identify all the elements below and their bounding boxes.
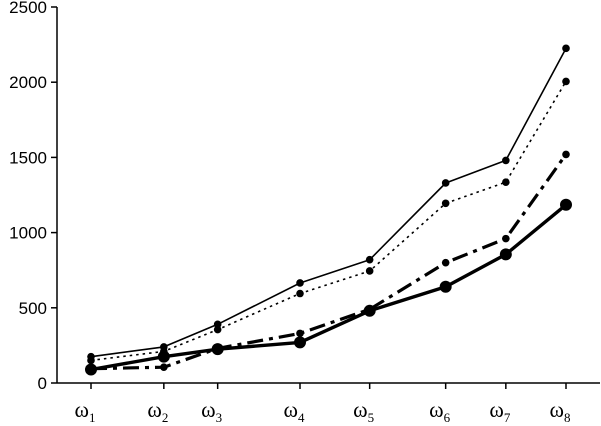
x-tick-label: ω5 [353, 397, 374, 425]
data-point [211, 343, 224, 356]
data-point [157, 350, 170, 363]
x-tick-label: ω7 [489, 397, 510, 425]
x-tick-label-subscript: 2 [162, 410, 169, 425]
data-point [562, 150, 570, 159]
data-point [365, 255, 374, 264]
x-tick-label-subscript: 3 [216, 410, 223, 425]
series-layer [85, 44, 572, 376]
series-line [90, 80, 567, 362]
data-point [296, 289, 304, 298]
data-point [160, 363, 168, 372]
x-tick-label: ω4 [284, 397, 305, 425]
x-axis: ω1 ω2 ω3 ω4 ω5 ω6 ω7 ω8 [57, 382, 600, 425]
series-line [90, 153, 568, 371]
data-point [85, 363, 97, 376]
y-tick-label: 1500 [9, 148, 47, 167]
y-tick-label: 1000 [9, 224, 47, 243]
data-point [562, 77, 570, 86]
data-point [87, 356, 95, 365]
data-point [562, 44, 570, 53]
series-4 [85, 198, 572, 376]
y-axis: 0 500 1000 1500 2000 2500 [9, 0, 58, 393]
y-tick-label: 2500 [9, 0, 47, 17]
data-point [441, 258, 450, 267]
x-tick-label-subscript: 1 [89, 410, 96, 425]
series-1 [87, 44, 570, 361]
data-point [296, 329, 304, 338]
x-tick-label: ω6 [429, 397, 450, 425]
data-point [502, 234, 510, 243]
data-point [499, 248, 512, 261]
data-point [296, 279, 304, 287]
data-point [560, 198, 572, 211]
x-tick-label: ω8 [550, 397, 571, 425]
data-point [294, 336, 306, 349]
x-tick-label: ω1 [75, 397, 96, 425]
data-point [502, 178, 510, 187]
data-point [363, 304, 376, 317]
data-point [365, 267, 374, 275]
series-3 [87, 150, 570, 373]
x-tick-label-subscript: 7 [504, 410, 511, 425]
x-tick-label-subscript: 4 [298, 410, 305, 425]
data-point [502, 156, 510, 165]
data-point [213, 320, 222, 329]
x-tick-label-subscript: 5 [368, 410, 375, 425]
y-tick-label: 2000 [9, 73, 47, 92]
series-line [90, 203, 568, 372]
data-point [441, 179, 450, 187]
series-line [90, 48, 567, 358]
x-tick-label-subscript: 8 [564, 410, 571, 425]
y-tick-label: 0 [38, 374, 47, 393]
y-tick-label: 500 [19, 299, 47, 318]
data-point [213, 325, 222, 334]
series-2 [87, 77, 570, 365]
data-point [439, 280, 452, 293]
x-tick-label: ω2 [147, 397, 168, 425]
x-tick-label-subscript: 6 [444, 410, 451, 425]
x-tick-label: ω3 [201, 397, 222, 425]
data-point [441, 199, 450, 208]
